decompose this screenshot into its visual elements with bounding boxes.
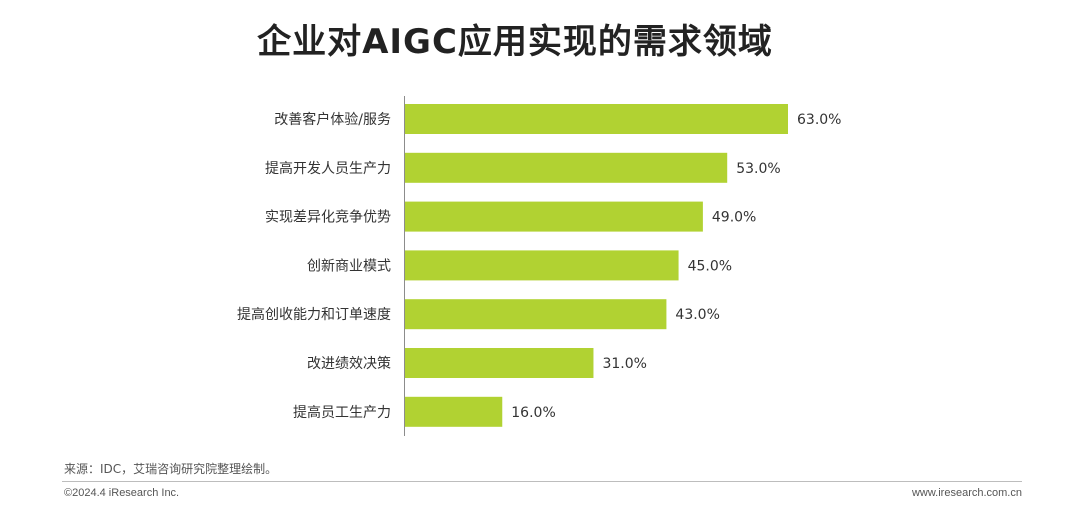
bar-0 (405, 104, 788, 134)
bar-6 (405, 396, 503, 427)
copyright-text: ©2024.4 iResearch Inc. (64, 487, 180, 499)
chart-title: 企业对AIGC应用实现的需求领域 (257, 22, 773, 62)
category-label-3: 创新商业模式 (307, 258, 391, 274)
category-label-1: 提高开发人员生产力 (265, 160, 391, 177)
value-label-4: 43.0% (675, 307, 719, 323)
value-label-5: 31.0% (602, 356, 646, 372)
category-label-5: 改进绩效决策 (307, 355, 391, 372)
value-label-2: 49.0% (712, 210, 756, 226)
category-label-4: 提高创收能力和订单速度 (237, 306, 391, 323)
value-label-1: 53.0% (736, 161, 780, 177)
bars-layer: 改善客户体验/服务 63.0% 提高开发人员生产力 53.0% 实现差异化竞争优势 49.… (237, 104, 841, 427)
category-label-0: 改善客户体验/服务 (274, 111, 391, 128)
bar-5 (405, 348, 594, 378)
bar-3 (405, 250, 679, 281)
website-link[interactable]: www.iresearch.com.cn (911, 487, 1022, 499)
category-label-6: 提高员工生产力 (293, 404, 391, 421)
bar-4 (405, 299, 667, 330)
footer-divider (62, 481, 1022, 482)
category-label-2: 实现差异化竞争优势 (265, 209, 391, 226)
bar-1 (405, 152, 728, 183)
value-label-6: 16.0% (511, 405, 555, 421)
value-label-3: 45.0% (688, 258, 732, 274)
source-note: 来源：IDC，艾瑞咨询研究院整理绘制。 (64, 462, 278, 476)
value-label-0: 63.0% (797, 112, 841, 128)
bar-2 (405, 201, 703, 232)
